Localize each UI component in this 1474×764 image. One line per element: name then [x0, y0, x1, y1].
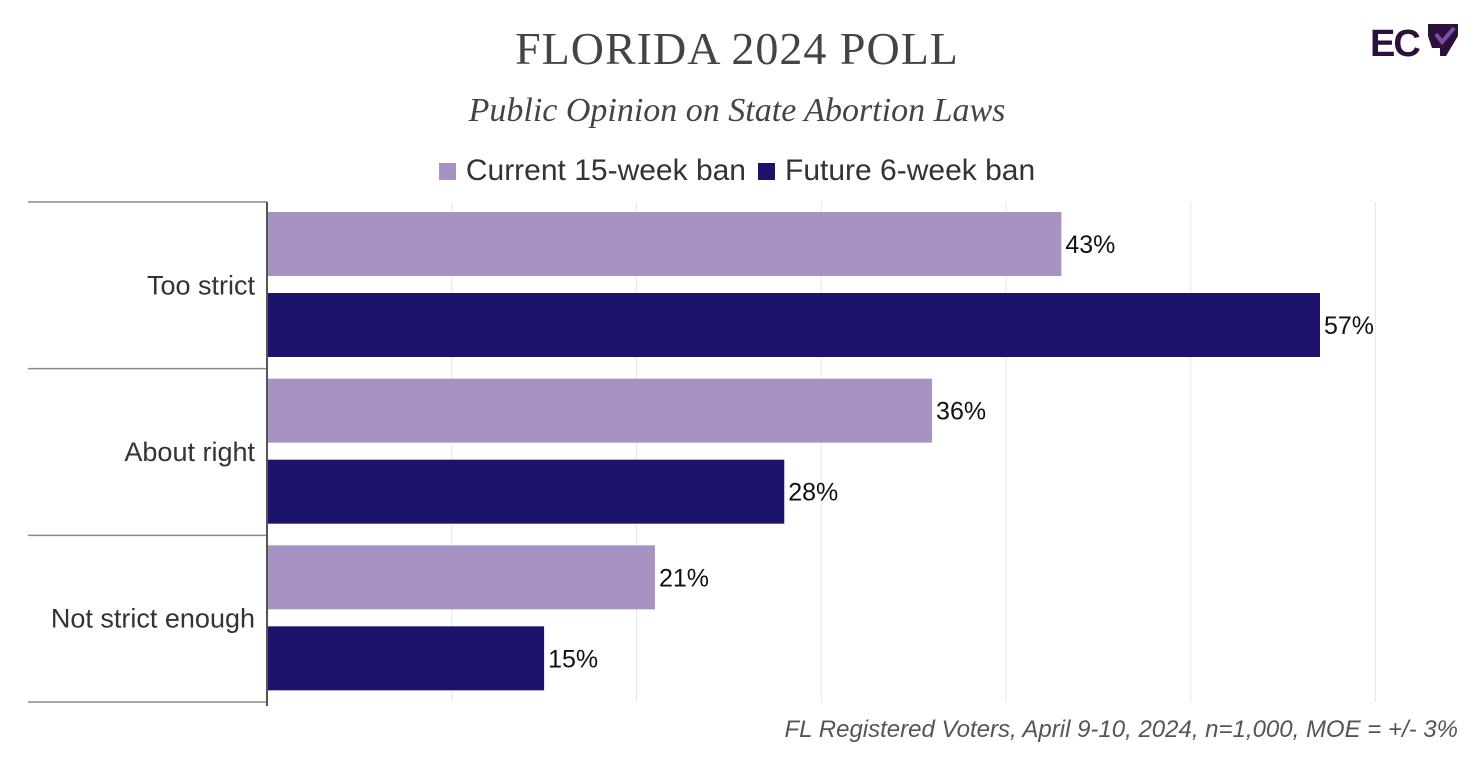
- legend-swatch-current: [438, 162, 456, 180]
- bar: [267, 545, 655, 610]
- chart-title: FLORIDA 2024 POLL: [515, 23, 959, 74]
- category-label: About right: [124, 437, 255, 467]
- bar: [267, 459, 785, 524]
- bar: [267, 378, 933, 443]
- legend-label-future: Future 6-week ban: [785, 154, 1036, 187]
- data-label: 28%: [788, 479, 838, 507]
- ecp-logo: EC: [1370, 23, 1458, 62]
- legend-item-future: Future 6-week ban: [758, 154, 1035, 188]
- chart-subtitle: Public Opinion on State Abortion Laws: [468, 92, 1006, 129]
- legend: Current 15-week ban Future 6-week ban: [0, 154, 1474, 188]
- data-label: 21%: [659, 564, 709, 592]
- data-label: 36%: [936, 398, 986, 426]
- legend-label-current: Current 15-week ban: [465, 154, 746, 187]
- footnote: FL Registered Voters, April 9-10, 2024, …: [784, 716, 1458, 743]
- data-label: 43%: [1065, 231, 1115, 259]
- category-label: Not strict enough: [51, 604, 255, 634]
- category-label: Too strict: [147, 270, 256, 300]
- legend-swatch-future: [758, 162, 775, 180]
- legend-item-current: Current 15-week ban: [438, 154, 746, 188]
- logo-text: EC: [1370, 23, 1420, 62]
- bar: [267, 293, 1320, 357]
- bar: [267, 212, 1062, 276]
- data-label: 57%: [1324, 312, 1374, 340]
- data-label: 15%: [548, 645, 598, 673]
- bar: [267, 626, 545, 691]
